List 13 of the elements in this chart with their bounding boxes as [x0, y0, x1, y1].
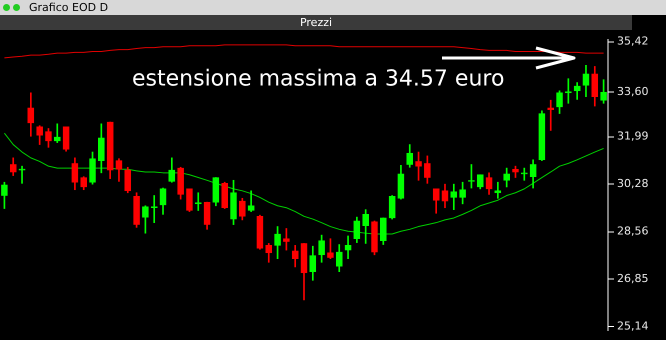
- candlestick: [18, 166, 26, 184]
- y-tick-label: 35,42: [617, 34, 648, 48]
- y-tick-label: 30,28: [617, 177, 648, 190]
- y-tick-label: 31,99: [617, 130, 648, 143]
- y-tick-label: 33,60: [617, 85, 648, 98]
- chart-title: Grafico EOD D: [29, 1, 108, 14]
- annotation: estensione massima a 34.57 euro: [132, 66, 504, 92]
- candlestick: [344, 236, 352, 259]
- chart-subtitle: Prezzi: [0, 15, 632, 30]
- y-tick-label: 28,56: [617, 224, 648, 238]
- y-tick-label: 26,85: [617, 272, 648, 286]
- candlestick: [415, 152, 422, 181]
- y-tick-label: 25,14: [617, 319, 648, 332]
